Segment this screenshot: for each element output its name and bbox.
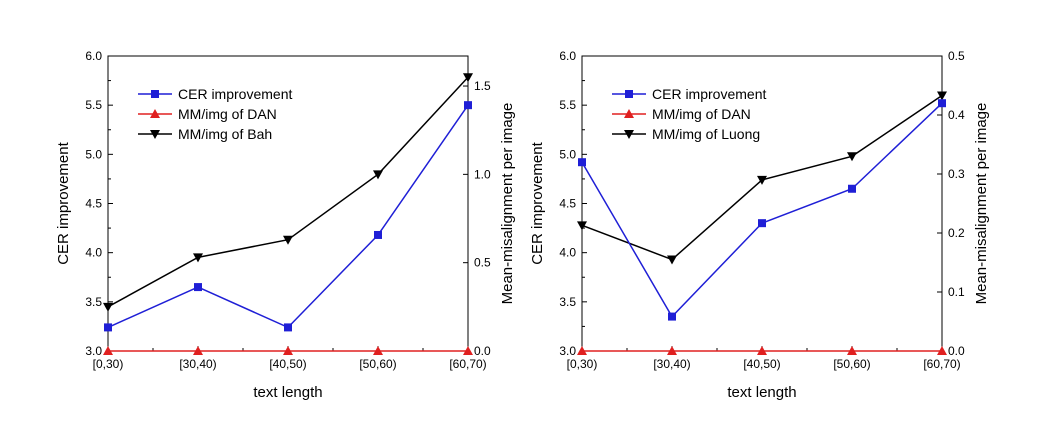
x-tick-label: [60,70) [923,357,960,371]
legend-label: MM/img of DAN [178,106,277,122]
data-point [848,184,856,193]
data-point [194,283,202,292]
x-tick-label: [40,50) [269,357,306,371]
data-point [758,219,766,228]
data-point [283,235,293,245]
data-point [847,346,857,355]
y2-tick-label: 0.3 [948,167,965,181]
y-tick-label: 3.0 [85,344,102,358]
y-tick-label: 3.0 [559,344,576,358]
data-point [373,170,383,180]
x-tick-label: [40,50) [743,357,780,371]
y-axis-label: CER improvement [529,141,546,264]
data-point [283,346,293,355]
x-tick-label: [0,30) [93,357,124,371]
legend-marker [150,109,160,118]
legend-marker [150,130,160,139]
data-point [373,346,383,355]
legend-marker [624,130,634,139]
data-point [757,346,767,355]
y2-tick-label: 0.0 [948,344,965,358]
data-point [463,73,473,83]
y-tick-label: 5.5 [559,98,576,112]
y2-tick-label: 0.2 [948,226,965,240]
data-point [757,175,767,185]
y2-tick-label: 0.1 [948,285,965,299]
chart-panel-2: 3.0 3.5 4.0 4.5 5.0 5.5 6.0 0.0 0.1 0.2 0.3 0.4 0.5 [… [529,49,990,401]
y-tick-label: 6.0 [85,49,102,63]
chart-panel-1: 3.0 3.5 4.0 4.5 5.0 5.5 6.0 0.0 0.5 1.0 1.5 [0,30) [… [55,49,516,401]
series-line-3 [107,76,469,308]
y2-axis-label: Mean-misalignment per image [499,103,516,305]
y-tick-label: 4.0 [559,246,576,260]
data-point [847,152,857,162]
y2-axis-label: Mean-misalignment per image [973,103,990,305]
data-point [668,312,676,321]
data-point [103,302,113,312]
data-point [938,99,946,108]
x-tick-label: [60,70) [449,357,486,371]
x-tick-label: [30,40) [179,357,216,371]
series-line-1 [581,102,943,318]
x-tick-label: [50,60) [359,357,396,371]
data-point [463,346,473,355]
data-point [577,346,587,355]
y-tick-label: 4.5 [559,197,576,211]
y2-tick-label: 1.0 [474,167,491,181]
y-tick-label: 3.5 [85,295,102,309]
y-tick-label: 3.5 [559,295,576,309]
data-point [193,346,203,355]
data-point [578,158,586,167]
legend-label: MM/img of Bah [178,126,272,142]
legend-marker [625,90,633,98]
y-tick-label: 5.5 [85,98,102,112]
x-tick-label: [30,40) [653,357,690,371]
data-point [577,221,587,231]
data-point [104,323,112,332]
legend-label: CER improvement [652,86,766,102]
y2-tick-label: 0.4 [948,108,965,122]
y-tick-label: 5.0 [85,147,102,161]
data-point [937,346,947,355]
data-point [284,323,292,332]
legend-marker [624,109,634,118]
data-point [193,253,203,263]
x-tick-label: [0,30) [567,357,598,371]
y-tick-label: 5.0 [559,147,576,161]
x-axis-label: text length [727,384,796,401]
legend-label: MM/img of DAN [652,106,751,122]
data-point [464,101,472,110]
y2-tick-label: 1.5 [474,79,491,93]
x-tick-label: [50,60) [833,357,870,371]
data-point [103,346,113,355]
y-tick-label: 4.5 [85,197,102,211]
y2-tick-label: 0.5 [474,256,491,270]
y2-tick-label: 0.0 [474,344,491,358]
data-point [667,346,677,355]
y-tick-label: 4.0 [85,246,102,260]
y-tick-label: 6.0 [559,49,576,63]
data-point [667,255,677,265]
series-line-1 [107,104,469,329]
data-point [374,230,382,239]
y2-tick-label: 0.5 [948,49,965,63]
legend-marker [151,90,159,98]
data-point [937,91,947,101]
y-axis-label: CER improvement [55,141,72,264]
x-axis-label: text length [253,384,322,401]
legend-label: CER improvement [178,86,292,102]
legend-label: MM/img of Luong [652,126,760,142]
